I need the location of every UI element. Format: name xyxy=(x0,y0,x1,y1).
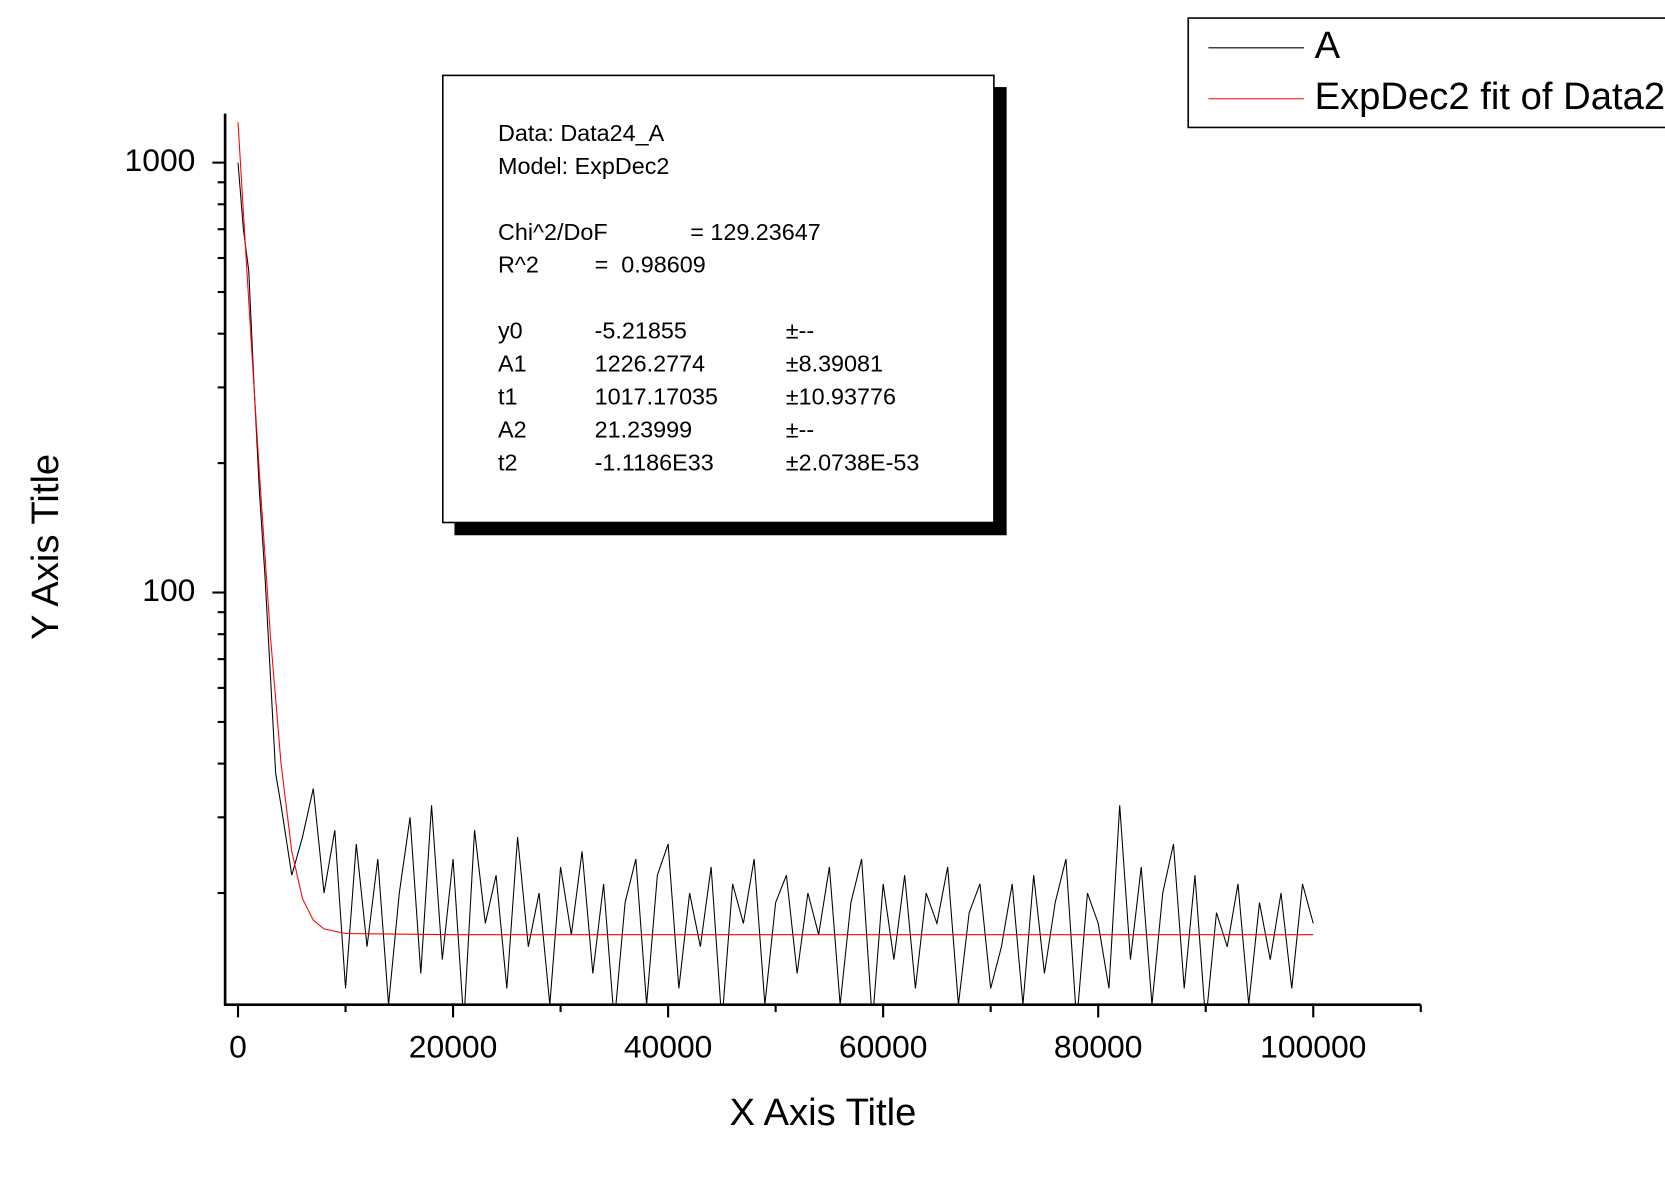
stats-text: 21.23999 xyxy=(595,416,692,442)
stats-text: Chi^2/DoF xyxy=(498,219,608,245)
stats-text: -5.21855 xyxy=(595,318,687,344)
stats-text: t1 xyxy=(498,383,517,409)
stats-text: 1017.17035 xyxy=(595,383,718,409)
stats-text: -1.1186E33 xyxy=(595,449,714,475)
stats-text: Model: ExpDec2 xyxy=(498,153,669,179)
stats-text: ±-- xyxy=(786,318,814,344)
stats-text: = 0.98609 xyxy=(595,252,706,278)
stats-text: ±2.0738E-53 xyxy=(786,449,920,475)
plot-area xyxy=(237,122,1314,1005)
legend-label: ExpDec2 fit of Data24_A xyxy=(1315,75,1665,118)
series-line xyxy=(237,122,1314,936)
stats-text: y0 xyxy=(498,318,523,344)
x-axis-title: X Axis Title xyxy=(729,1091,916,1134)
stats-text: ±10.93776 xyxy=(786,383,896,409)
stats-text: Data: Data24_A xyxy=(498,120,665,146)
y-axis-title: Y Axis Title xyxy=(24,454,67,640)
x-tick-label: 0 xyxy=(229,1029,247,1065)
stats-text: R^2 xyxy=(498,252,539,278)
legend-box xyxy=(1187,17,1665,129)
legend-label: A xyxy=(1315,24,1341,67)
y-tick-label: 100 xyxy=(142,572,195,608)
stats-text: A2 xyxy=(498,416,527,442)
x-tick-label: 100000 xyxy=(1260,1029,1366,1065)
series-line xyxy=(237,162,1314,1005)
stats-box xyxy=(442,74,995,524)
stats-text: 1226.2774 xyxy=(595,350,705,376)
x-tick-label: 40000 xyxy=(624,1029,713,1065)
x-tick-label: 80000 xyxy=(1054,1029,1143,1065)
stats-text: ±8.39081 xyxy=(786,350,883,376)
x-tick-label: 20000 xyxy=(409,1029,498,1065)
x-tick-label: 60000 xyxy=(839,1029,928,1065)
stats-text: ±-- xyxy=(786,416,814,442)
stats-text: = 129.23647 xyxy=(690,219,821,245)
stats-text: t2 xyxy=(498,449,517,475)
y-tick-label: 1000 xyxy=(125,142,196,178)
stats-text: A1 xyxy=(498,350,527,376)
